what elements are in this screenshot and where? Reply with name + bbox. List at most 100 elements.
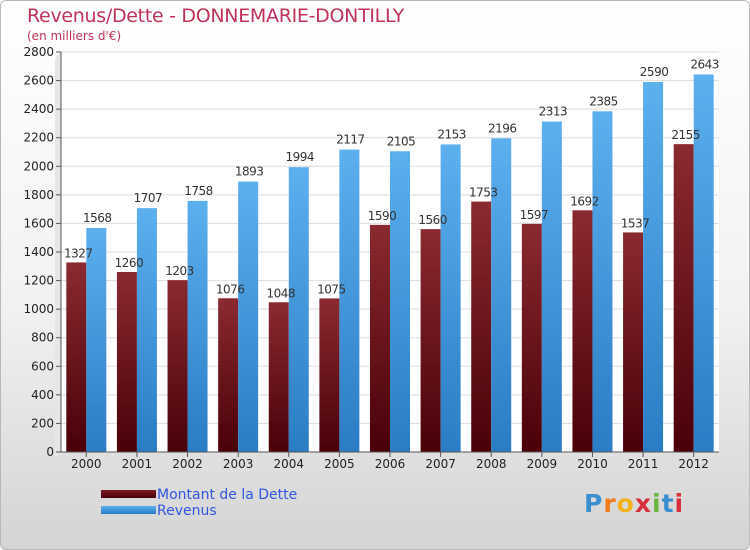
plot-side-wall <box>55 52 61 458</box>
bars-group <box>66 74 714 453</box>
data-labels: 1327 1568 1260 1707 1203 1758 1076 1893 1048 1994… <box>64 57 719 300</box>
label-dette-2012: 2155 <box>671 128 700 142</box>
y-tick-label: 0 <box>46 445 54 459</box>
label-revenus-2008: 2196 <box>488 121 517 135</box>
x-tick-label-2006: 2006 <box>375 457 406 471</box>
bar-revenus-2011 <box>643 82 664 452</box>
bar-dette-2001 <box>116 272 137 452</box>
logo-letter: x <box>634 489 652 518</box>
chart-subtitle: (en milliers d'€) <box>27 29 122 43</box>
y-tick-label: 600 <box>31 359 54 373</box>
label-dette-2007: 1560 <box>418 213 447 227</box>
bar-revenus-2008 <box>491 138 512 453</box>
proxiti-logo: Proxiti <box>584 489 684 518</box>
logo-letter: r <box>603 489 617 518</box>
x-tick-label-2008: 2008 <box>476 457 507 471</box>
label-dette-2000: 1327 <box>64 246 93 260</box>
label-revenus-2001: 1707 <box>134 191 163 205</box>
bar-revenus-2003 <box>238 181 259 453</box>
label-revenus-2012: 2643 <box>690 57 719 71</box>
chart-title: Revenus/Dette - DONNEMARIE-DONTILLY <box>27 5 405 27</box>
y-tick-label: 1800 <box>23 188 54 202</box>
label-revenus-2010: 2385 <box>589 94 618 108</box>
bar-dette-2000 <box>66 262 87 452</box>
label-dette-2001: 1260 <box>115 256 144 270</box>
label-revenus-2002: 1758 <box>184 184 213 198</box>
legend-label-revenus: Revenus <box>157 503 217 519</box>
bar-dette-2005 <box>319 298 340 452</box>
x-tick-label-2003: 2003 <box>223 457 254 471</box>
label-revenus-2011: 2590 <box>640 65 669 79</box>
bar-revenus-2005 <box>339 149 360 453</box>
y-tick-label: 200 <box>31 416 54 430</box>
bar-revenus-2004 <box>288 167 309 452</box>
logo-letter: i <box>674 489 685 518</box>
label-dette-2009: 1597 <box>520 208 549 222</box>
label-dette-2011: 1537 <box>621 216 650 230</box>
y-tick-label: 2000 <box>23 159 54 173</box>
label-dette-2006: 1590 <box>368 209 397 223</box>
bar-revenus-2000 <box>86 228 107 452</box>
bar-revenus-2007 <box>440 144 461 452</box>
label-dette-2002: 1203 <box>165 264 194 278</box>
bar-revenus-2012 <box>693 74 714 452</box>
bar-dette-2010 <box>572 210 593 452</box>
bar-revenus-2010 <box>592 111 613 453</box>
label-revenus-2000: 1568 <box>83 211 112 225</box>
bar-revenus-2006 <box>390 151 410 453</box>
y-tick-label: 1400 <box>23 245 54 259</box>
y-tick-label: 2600 <box>23 74 54 88</box>
label-revenus-2009: 2313 <box>539 105 568 119</box>
label-dette-2010: 1692 <box>570 194 599 208</box>
bar-revenus-2002 <box>187 200 208 452</box>
legend-swatch-dette <box>101 490 156 498</box>
logo-letter: o <box>616 489 635 518</box>
y-tick-label: 800 <box>31 331 54 345</box>
logo-letter: t <box>661 489 675 518</box>
x-tick-label-2001: 2001 <box>122 457 153 471</box>
x-tick-label-2010: 2010 <box>577 457 608 471</box>
x-tick-label-2007: 2007 <box>425 457 456 471</box>
x-tick-label-2009: 2009 <box>527 457 558 471</box>
x-tick-label-2011: 2011 <box>628 457 659 471</box>
y-tick-label: 400 <box>31 388 54 402</box>
y-tick-label: 2800 <box>23 45 54 59</box>
label-revenus-2007: 2153 <box>437 127 466 141</box>
label-revenus-2003: 1893 <box>235 165 264 179</box>
label-dette-2008: 1753 <box>469 186 498 200</box>
bar-revenus-2009 <box>541 121 562 453</box>
bar-revenus-2001 <box>136 208 157 452</box>
bar-dette-2004 <box>268 302 289 452</box>
bar-dette-2006 <box>370 224 390 452</box>
logo-letter: P <box>584 489 604 518</box>
axes: 0 200 400 600 800 1000 1200 1400 1600 1800 2000 220… <box>23 45 719 471</box>
bar-dette-2011 <box>623 232 644 452</box>
y-tick-label: 1200 <box>23 274 54 288</box>
x-tick-label-2012: 2012 <box>678 457 709 471</box>
bar-dette-2009 <box>521 223 542 452</box>
x-tick-label-2000: 2000 <box>71 457 102 471</box>
label-revenus-2004: 1994 <box>285 150 314 164</box>
x-tick-label-2004: 2004 <box>273 457 304 471</box>
legend-swatch-revenus <box>101 506 156 514</box>
label-revenus-2005: 2117 <box>336 133 365 147</box>
x-tick-label-2005: 2005 <box>324 457 355 471</box>
label-dette-2004: 1048 <box>266 286 295 300</box>
label-dette-2005: 1075 <box>317 282 346 296</box>
logo-letter: i <box>652 489 662 518</box>
label-revenus-2006: 2105 <box>387 134 416 148</box>
bar-dette-2003 <box>218 298 239 452</box>
y-tick-label: 1600 <box>23 216 54 230</box>
y-tick-label: 2200 <box>23 131 54 145</box>
x-tick-label-2002: 2002 <box>172 457 203 471</box>
bar-dette-2012 <box>673 144 694 452</box>
bar-dette-2007 <box>420 229 441 452</box>
bar-dette-2008 <box>471 201 492 452</box>
y-tick-label: 1000 <box>23 302 54 316</box>
bar-dette-2002 <box>167 280 188 452</box>
y-tick-label: 2400 <box>23 102 54 116</box>
legend-label-dette: Montant de la Dette <box>157 487 298 503</box>
label-dette-2003: 1076 <box>216 282 245 296</box>
